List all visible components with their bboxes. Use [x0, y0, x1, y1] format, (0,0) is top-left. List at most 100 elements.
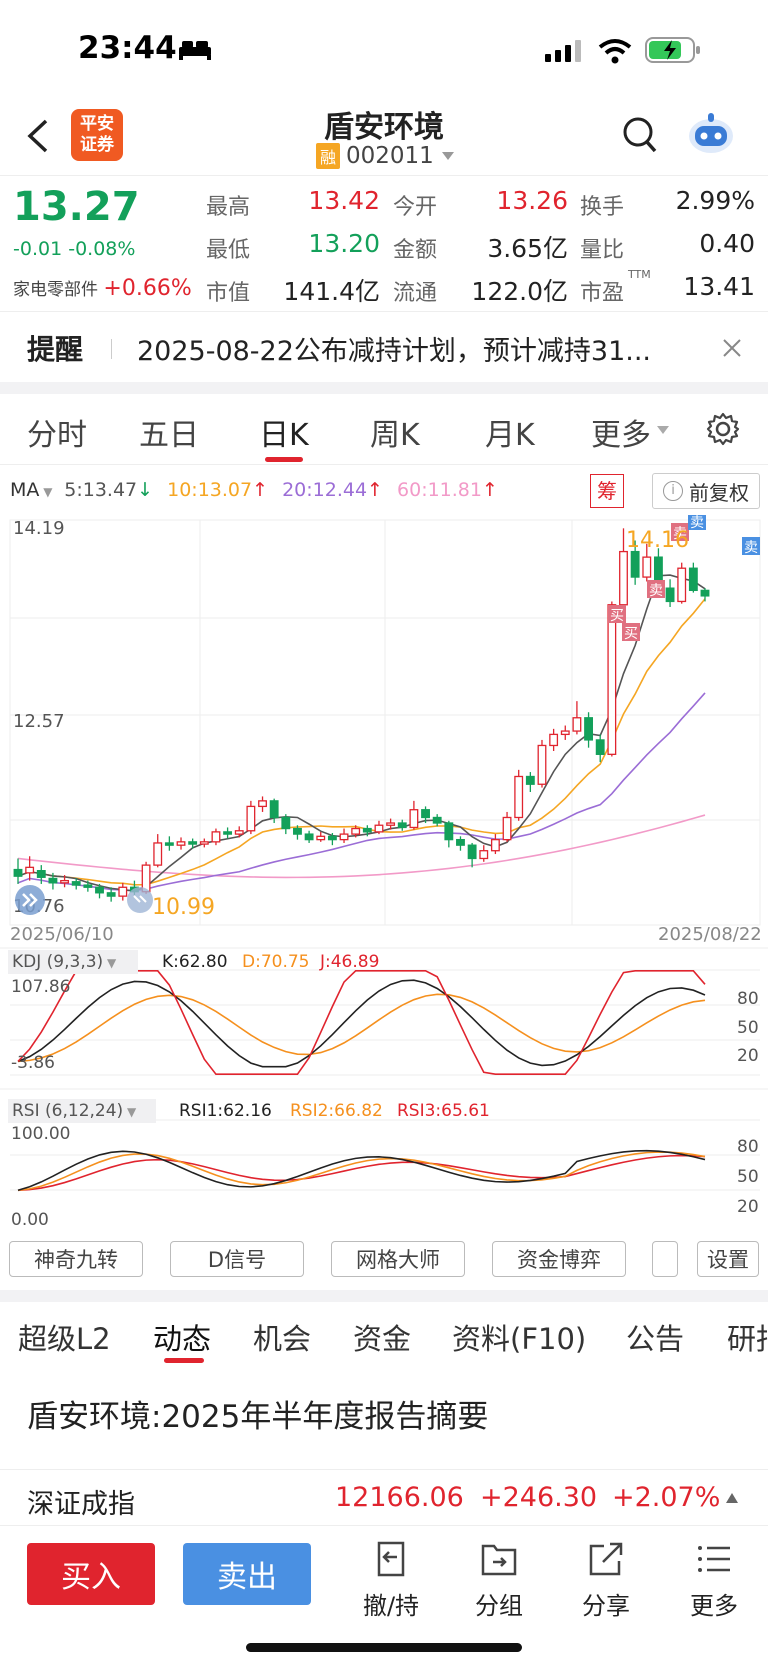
- candle-body: [339, 833, 349, 841]
- candle-body: [223, 831, 233, 835]
- rsi-title-box[interactable]: RSI (6,12,24) ▼: [8, 1099, 156, 1123]
- candle-body: [642, 556, 652, 578]
- robot-assistant-icon[interactable]: [686, 110, 736, 156]
- tool-magic-nine[interactable]: 神奇九转: [9, 1241, 143, 1277]
- caret-down-icon: ▼: [39, 485, 57, 499]
- home-indicator: [246, 1643, 522, 1652]
- reminder-divider: [111, 339, 112, 359]
- k-date-end: 2025/08/22: [658, 924, 762, 945]
- news-tab-l2[interactable]: 超级L2: [18, 1322, 111, 1356]
- candle-body: [502, 816, 512, 841]
- sector-info[interactable]: 家电零部件 +0.66%: [13, 275, 192, 301]
- news-tab-f10[interactable]: 资料(F10): [452, 1322, 587, 1356]
- rsi1: RSI1:62.16: [179, 1101, 272, 1121]
- news-tab-announcement[interactable]: 公告: [626, 1322, 685, 1356]
- candle-body: [409, 809, 419, 829]
- index-bar[interactable]: 深证成指 12166.06 +246.30 +2.07%: [0, 1469, 768, 1526]
- gear-icon[interactable]: [706, 412, 740, 446]
- buy-tag-box: [608, 605, 626, 623]
- stock-code-selector[interactable]: 融 002011: [316, 142, 456, 170]
- market-cap-label: 市值: [206, 281, 251, 306]
- group-label: 分组: [475, 1592, 523, 1620]
- chip-button[interactable]: 筹: [590, 474, 624, 508]
- caret-up-icon[interactable]: [724, 1491, 740, 1505]
- tool-settings[interactable]: 设置: [697, 1241, 759, 1277]
- news-headline[interactable]: 盾安环境:2025年半年度报告摘要: [27, 1399, 489, 1435]
- close-icon[interactable]: [722, 338, 742, 358]
- battery-icon: [645, 37, 700, 63]
- rsi-level-20: 20: [737, 1197, 759, 1217]
- ma20-line: [17, 692, 706, 892]
- reminder-label: 提醒: [27, 333, 84, 366]
- ma-legend[interactable]: MA ▼ 5:13.47↓ 10:13.07↑ 20:12.44↑ 60:11.…: [10, 479, 498, 501]
- news-tab-opportunity[interactable]: 机会: [253, 1322, 312, 1356]
- news-tab-capital[interactable]: 资金: [353, 1322, 412, 1356]
- candle-body: [153, 842, 163, 866]
- share-label: 分享: [582, 1592, 630, 1620]
- tool-capital-game[interactable]: 资金博弈: [492, 1241, 626, 1277]
- sell-button[interactable]: 卖出: [183, 1543, 311, 1605]
- menu-icon: [698, 1546, 730, 1572]
- tab-intraday[interactable]: 分时: [27, 418, 87, 453]
- candle-body: [48, 877, 58, 884]
- share-button[interactable]: 分享: [566, 1540, 646, 1621]
- adjust-button[interactable]: i 前复权: [652, 473, 760, 509]
- tab-more[interactable]: 更多: [591, 418, 651, 453]
- reminder-banner[interactable]: 提醒 2025-08-22公布减持计划，预计减持31...: [0, 312, 768, 382]
- rsi-legend[interactable]: RSI (6,12,24) ▼ RSI1:62.16 RSI2:66.82 RS…: [0, 1099, 768, 1125]
- sell-tag-box: [671, 523, 689, 541]
- back-icon[interactable]: [24, 118, 52, 154]
- caret-down-icon: ▼: [103, 956, 117, 970]
- kdj-title: KDJ (9,3,3): [12, 952, 104, 972]
- rsi-y-top: 100.00: [11, 1124, 70, 1144]
- arrow-down-icon: ↓: [137, 479, 154, 501]
- candles: [13, 528, 710, 902]
- news-tab-dynamics[interactable]: 动态: [153, 1322, 212, 1356]
- amount-label: 金额: [393, 238, 438, 263]
- sell-tag-box: [688, 515, 706, 530]
- withdraw-button[interactable]: 撤/持: [351, 1540, 431, 1621]
- kdj-legend[interactable]: KDJ (9,3,3) ▼ K:62.80 D:70.75 J:46.89: [0, 950, 768, 976]
- quote-panel: 13.27 -0.01 -0.08% 家电零部件 +0.66% 最高 13.42…: [0, 176, 768, 311]
- rsi-level-80: 80: [737, 1137, 759, 1157]
- candle-body: [665, 587, 675, 603]
- candle-body: [688, 567, 698, 592]
- more-button[interactable]: 更多: [674, 1540, 754, 1621]
- buy-button[interactable]: 买入: [27, 1543, 155, 1605]
- tab-five-day[interactable]: 五日: [139, 418, 199, 453]
- tab-monthly-k[interactable]: 月K: [485, 418, 535, 453]
- logo-text-2: 证券: [80, 135, 114, 155]
- group-icon: [481, 1544, 517, 1576]
- scroll-handle[interactable]: [127, 887, 153, 913]
- candle-body: [106, 892, 116, 897]
- reminder-text: 2025-08-22公布减持计划，预计减持31...: [137, 336, 652, 367]
- broker-logo: 平安 证券: [71, 109, 123, 161]
- news-tab-research[interactable]: 研报: [727, 1322, 768, 1356]
- candle-body: [572, 717, 582, 732]
- tool-d-signal[interactable]: D信号: [170, 1241, 304, 1277]
- withdraw-label: 撤/持: [362, 1592, 420, 1620]
- pe-label: 市盈: [580, 281, 625, 306]
- candle-body: [374, 824, 384, 833]
- expand-icon[interactable]: [15, 885, 45, 915]
- low-value: 13.20: [308, 229, 380, 258]
- buy-label: 买入: [61, 1560, 121, 1595]
- change-value: -0.01: [13, 238, 63, 260]
- tab-daily-k[interactable]: 日K: [259, 418, 309, 453]
- more-label: 更多: [690, 1592, 738, 1620]
- sell-tag-box: [647, 580, 665, 598]
- tool-extra[interactable]: [652, 1241, 678, 1277]
- sell-tag: 卖: [673, 526, 687, 542]
- tool-grid-master[interactable]: 网格大师: [331, 1241, 465, 1277]
- tab-weekly-k[interactable]: 周K: [370, 418, 420, 453]
- kdj-title-box[interactable]: KDJ (9,3,3) ▼: [8, 950, 138, 974]
- search-icon[interactable]: [622, 116, 658, 154]
- turnover-value: 2.99%: [675, 186, 755, 215]
- status-bar: 23:44: [0, 0, 768, 100]
- group-button[interactable]: 分组: [459, 1540, 539, 1621]
- candle-body: [584, 717, 593, 741]
- kdj-level-80: 80: [737, 989, 759, 1009]
- news-active-indicator: [164, 1358, 204, 1363]
- caret-down-icon: [657, 426, 669, 434]
